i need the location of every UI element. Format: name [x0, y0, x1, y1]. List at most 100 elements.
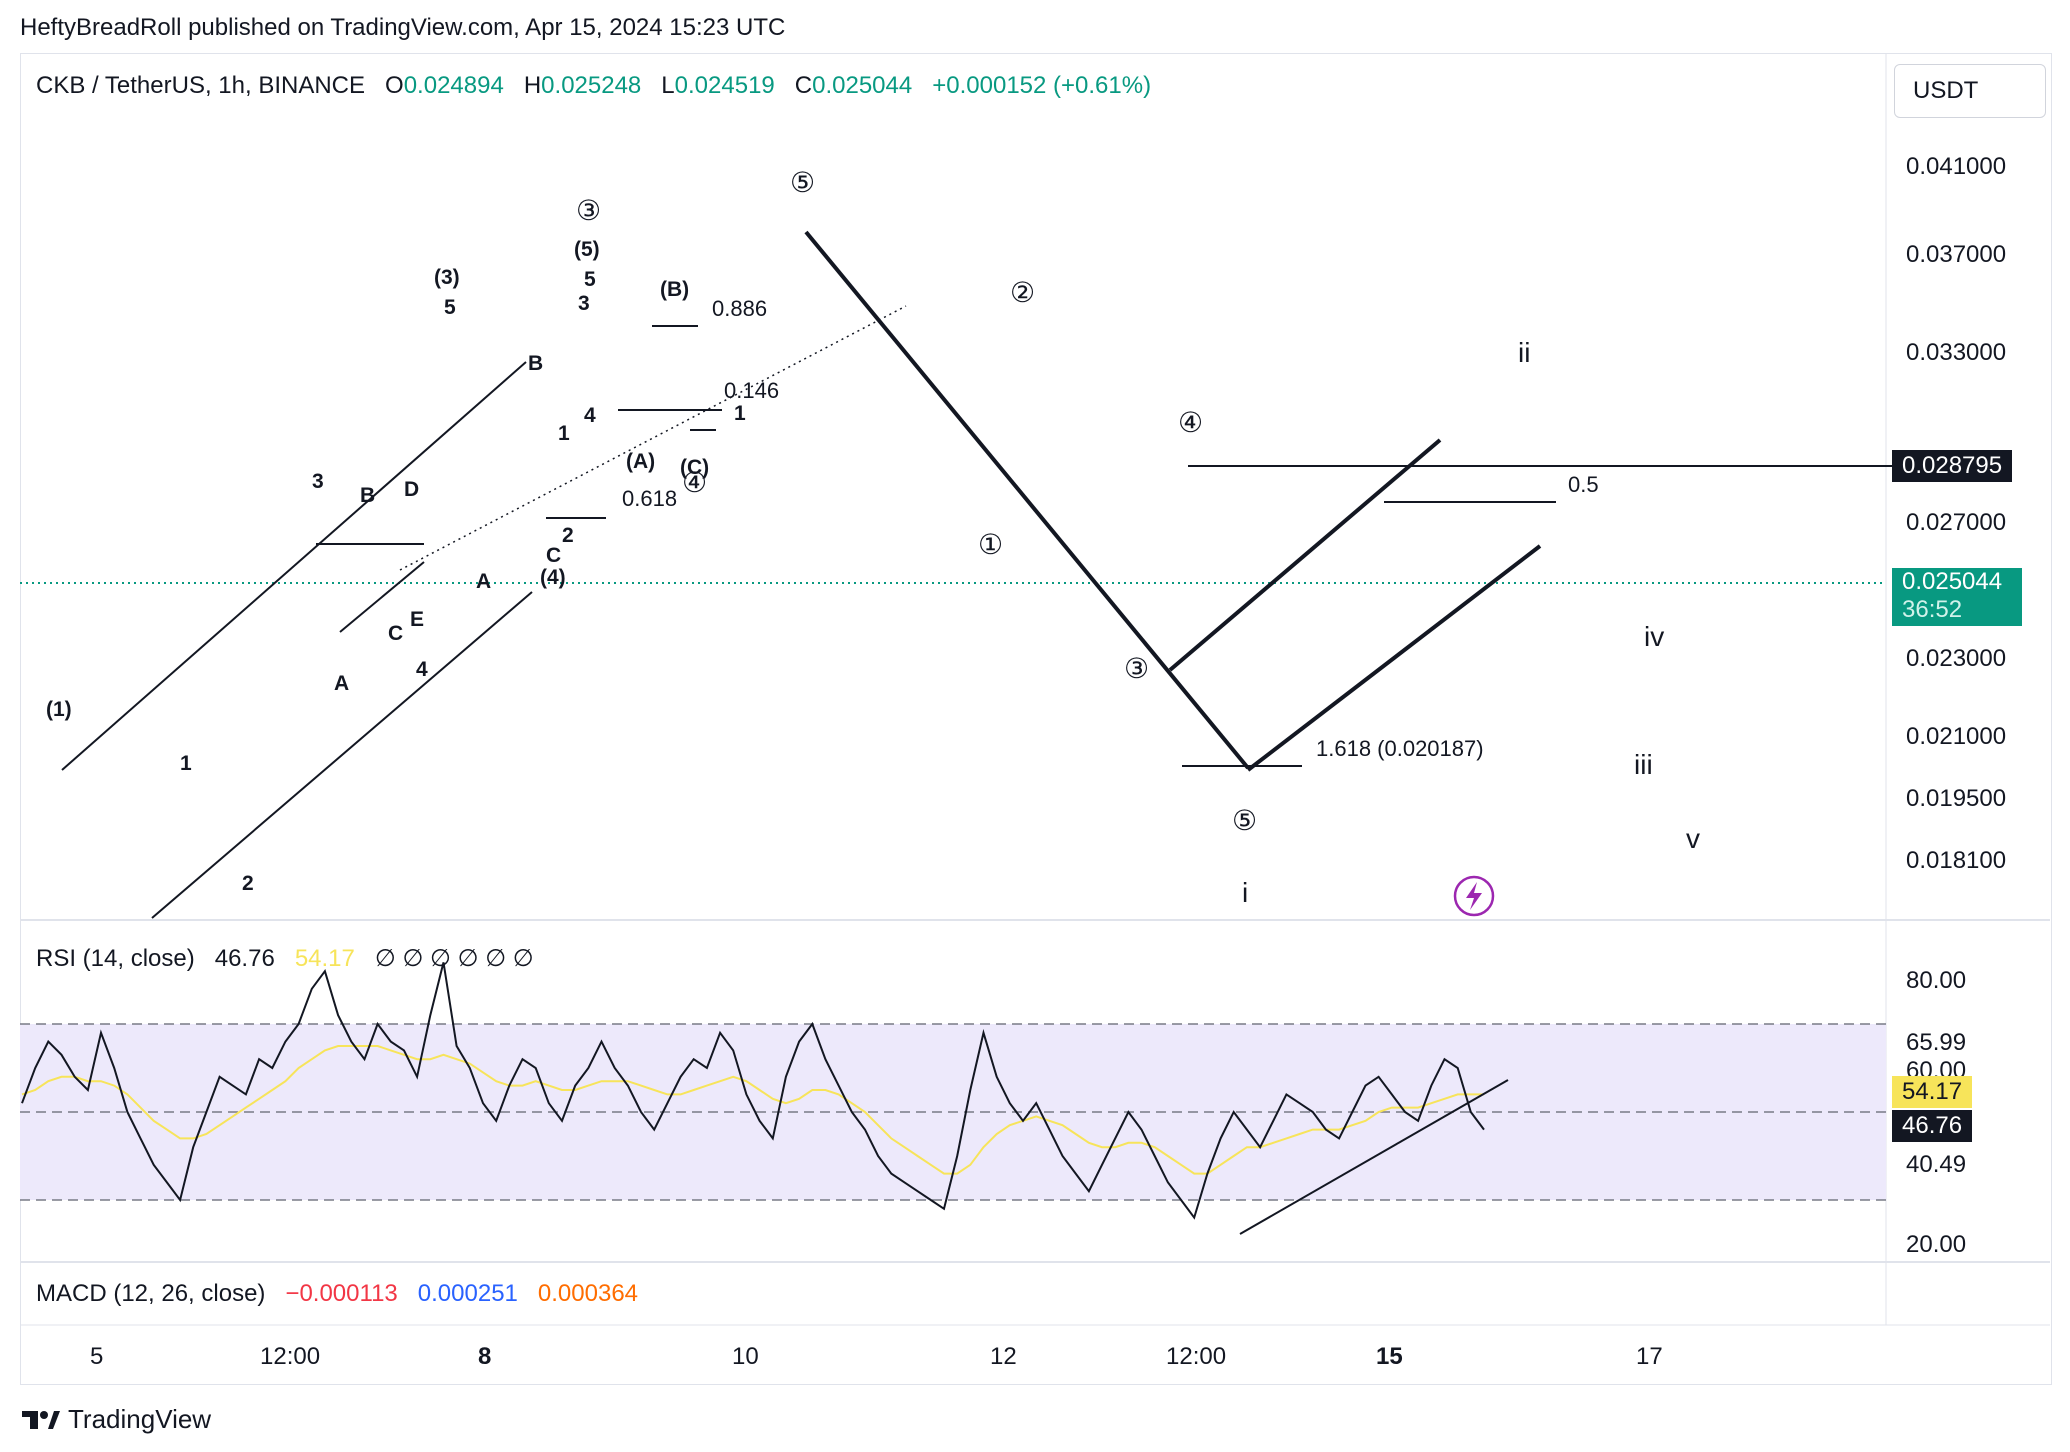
low-label: L [661, 72, 675, 99]
channel-lower-line[interactable] [151, 591, 533, 919]
triangle-bottom-line[interactable] [339, 561, 425, 633]
wave-label: ④ [682, 467, 707, 498]
price-tick: 0.021000 [1906, 723, 2006, 750]
wave-label: (5) [574, 238, 600, 261]
wave-label: iii [1634, 749, 1653, 780]
wave-label: ⑤ [1232, 805, 1257, 836]
rsi-tick: 80.00 [1906, 967, 1966, 994]
time-tick: 12:00 [1166, 1343, 1226, 1370]
wave-label: i [1242, 877, 1248, 908]
rsi-ma-value: 54.17 [294, 945, 355, 972]
wave-label: ③ [576, 195, 601, 226]
time-tick: 10 [732, 1343, 759, 1370]
time-tick: 17 [1636, 1343, 1663, 1370]
wave-label: 1 [558, 422, 570, 445]
rsi-extra: ∅ ∅ ∅ ∅ ∅ ∅ [374, 945, 534, 972]
wave-label: 1 [734, 402, 746, 425]
wave-label: 3 [578, 292, 590, 315]
chart-frame [20, 53, 2052, 1385]
wave-label: (4) [540, 566, 566, 589]
rsi-ma-tag: 54.17 [1892, 1076, 1973, 1108]
close-value: 0.025044 [812, 72, 913, 99]
wave-label: 1 [180, 752, 192, 775]
drawings[interactable] [61, 230, 1892, 1235]
rsi-tick: 65.99 [1906, 1029, 1966, 1056]
lightning-icon[interactable] [1453, 875, 1495, 917]
open-value: 0.024894 [403, 72, 504, 99]
rising-channel-upper[interactable] [1168, 438, 1442, 672]
price-tick: 0.019500 [1906, 785, 2006, 812]
brand-name: TradingView [68, 1404, 212, 1434]
change-value: +0.000152 (+0.61%) [932, 72, 1152, 99]
wave-label: 4 [416, 658, 428, 681]
rsi-trendline[interactable] [1239, 1079, 1509, 1235]
fib-labels: 0.886 0.146 0.618 0.5 1.618 (0.020187) [622, 296, 1599, 761]
time-tick: 12:00 [260, 1343, 320, 1370]
wave-label: (A) [626, 450, 655, 473]
wave-label: (3) [434, 266, 460, 289]
time-tick: 8 [478, 1343, 491, 1370]
macd-legend[interactable]: MACD (12, 26, close) −0.000113 0.000251 … [36, 1280, 638, 1308]
roman-labels: i ii iii iv v [1242, 337, 1700, 908]
wave-label: B [360, 484, 375, 507]
wave-label: ④ [1178, 407, 1203, 438]
time-axis[interactable]: 5 12:00 8 10 12 12:00 15 17 [90, 1343, 1663, 1370]
low-value: 0.024519 [674, 72, 775, 99]
macd-title[interactable]: MACD (12, 26, close) [36, 1280, 266, 1307]
wave-label: ii [1518, 337, 1530, 368]
wave-label: (B) [660, 278, 689, 301]
high-label: H [523, 72, 542, 99]
horizontal-line-tag: 0.028795 [1892, 450, 2013, 482]
wave-label: 2 [562, 524, 574, 547]
currency-button[interactable]: USDT [1894, 64, 2046, 118]
dotted-trendline[interactable] [399, 305, 907, 571]
price-tick: 0.023000 [1906, 645, 2006, 672]
impulse-down-line[interactable] [804, 230, 1250, 770]
symbol-name[interactable]: CKB / TetherUS, 1h, BINANCE [36, 72, 366, 99]
price-tick: 0.018100 [1906, 847, 2006, 874]
wave-label: E [410, 608, 424, 631]
price-tick: 0.033000 [1906, 339, 2006, 366]
last-price-value: 0.025044 [1902, 568, 2003, 595]
brand-logo[interactable]: TradingView [20, 1404, 211, 1435]
rsi-title[interactable]: RSI (14, close) [36, 945, 195, 972]
wave-label: 5 [444, 296, 456, 319]
high-value: 0.025248 [541, 72, 642, 99]
symbol-legend[interactable]: CKB / TetherUS, 1h, BINANCE O0.024894 H0… [36, 72, 1151, 100]
wave-label: ⑤ [790, 167, 815, 198]
wave-label: C [388, 622, 403, 645]
time-tick: 15 [1376, 1343, 1403, 1370]
close-label: C [794, 72, 813, 99]
rsi-legend[interactable]: RSI (14, close) 46.76 54.17 ∅ ∅ ∅ ∅ ∅ ∅ [36, 944, 534, 973]
channel-upper-line[interactable] [61, 361, 527, 771]
wave-label: B [528, 352, 543, 375]
wave-label: A [334, 672, 349, 695]
wave-label: (1) [46, 698, 72, 721]
time-tick: 5 [90, 1343, 103, 1370]
price-tick: 0.037000 [1906, 241, 2006, 268]
wave-label: 2 [242, 872, 254, 895]
macd-hist-value: 0.000364 [537, 1280, 639, 1307]
price-axis[interactable]: 0.041000 0.037000 0.033000 0.027000 0.02… [1906, 153, 2006, 874]
rising-channel-lower[interactable] [1246, 544, 1542, 772]
price-tick: 0.027000 [1906, 509, 2006, 536]
open-label: O [385, 72, 404, 99]
rsi-series [21, 962, 1485, 1220]
circled-labels: ③ ④ ⑤ ② ④ ① ③ ⑤ [576, 167, 1257, 836]
fib-label: 0.886 [712, 296, 767, 321]
wave-label: 3 [312, 470, 324, 493]
rsi-value: 46.76 [214, 945, 275, 972]
publish-header: HeftyBreadRoll published on TradingView.… [20, 14, 786, 41]
wave-label: D [404, 478, 419, 501]
rsi-axis[interactable]: 80.00 65.99 60.00 40.49 20.00 [1906, 967, 1966, 1258]
wave-labels: (1) 1 2 3 A B C D E 4 (3) 5 B A 1 4 C 2 … [46, 238, 746, 895]
last-price-tag: 0.025044 36:52 [1892, 568, 2022, 626]
tradingview-icon [22, 1410, 60, 1429]
price-tick: 0.041000 [1906, 153, 2006, 180]
macd-value: −0.000113 [285, 1280, 398, 1307]
bar-countdown: 36:52 [1902, 596, 1963, 623]
rsi-tick: 40.49 [1906, 1151, 1966, 1178]
wave-label: v [1686, 823, 1700, 854]
wave-label: iv [1644, 621, 1664, 652]
